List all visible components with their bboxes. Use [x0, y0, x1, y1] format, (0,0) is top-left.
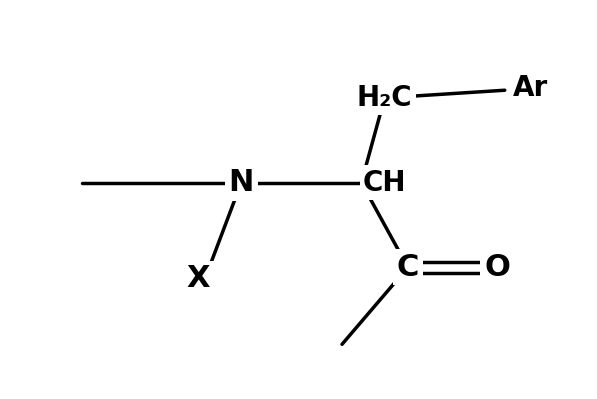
Text: H₂C: H₂C: [357, 84, 413, 112]
Text: Ar: Ar: [512, 74, 548, 102]
Text: N: N: [229, 168, 254, 197]
Text: CH: CH: [363, 169, 407, 197]
Text: C: C: [396, 253, 419, 282]
Text: O: O: [484, 253, 510, 282]
Text: X: X: [187, 265, 210, 293]
